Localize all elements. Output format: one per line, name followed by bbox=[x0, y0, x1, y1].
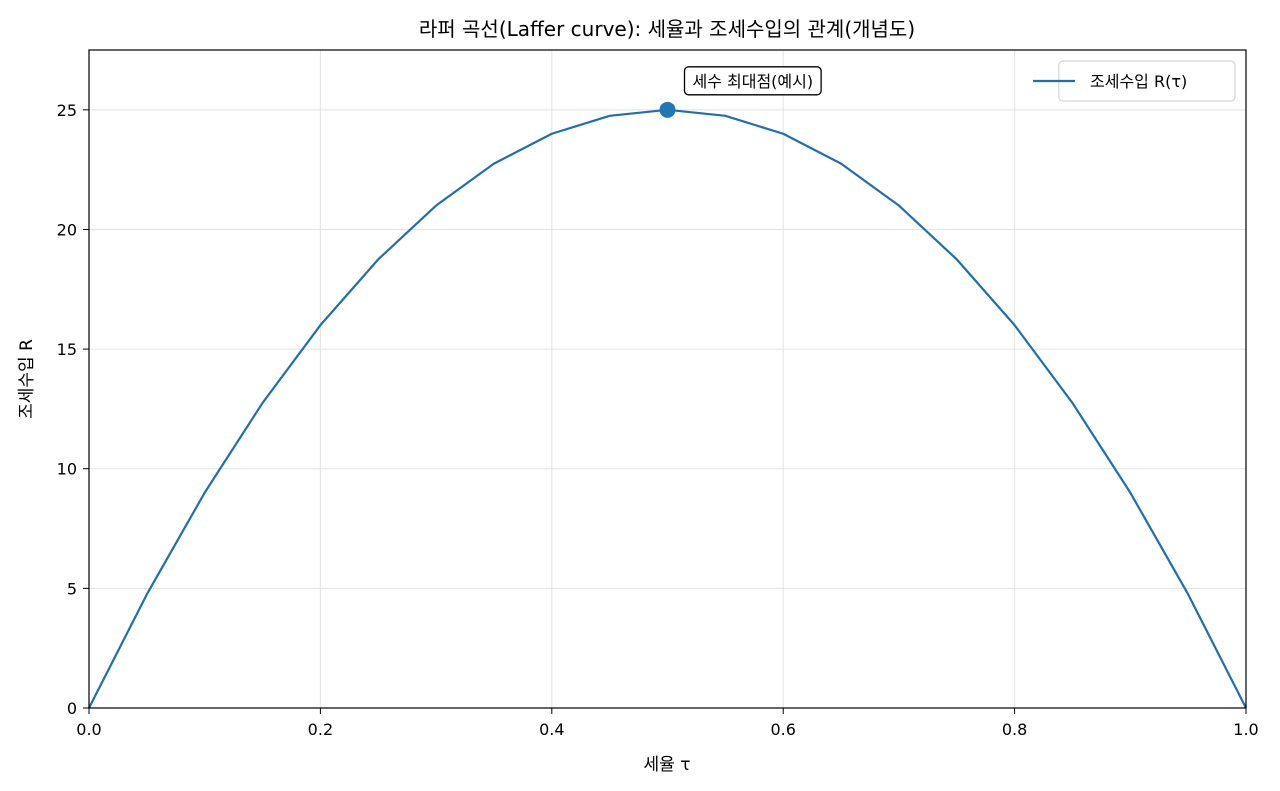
x-tick-label: 0.4 bbox=[539, 720, 564, 739]
annotation-box bbox=[683, 66, 822, 96]
legend-label: 조세수입 R(τ) bbox=[1090, 72, 1187, 91]
y-tick-label: 0 bbox=[67, 699, 77, 718]
y-tick-label: 5 bbox=[67, 579, 77, 598]
y-tick-label: 15 bbox=[57, 340, 77, 359]
y-axis-label: 조세수입 R bbox=[17, 339, 37, 419]
annotation-layer: 세수 최대점(예시) bbox=[659, 66, 822, 118]
x-tick-label: 0.0 bbox=[76, 720, 101, 739]
x-tick-label: 1.0 bbox=[1233, 720, 1258, 739]
chart-title: 라퍼 곡선(Laffer curve): 세율과 조세수입의 관계(개념도) bbox=[419, 17, 915, 41]
annotation-text: 세수 최대점(예시) bbox=[693, 72, 814, 91]
y-axis-ticks: 0 5 10 15 20 25 bbox=[57, 101, 89, 718]
max-point-marker bbox=[659, 101, 676, 118]
x-axis-ticks: 0.0 0.2 0.4 0.6 0.8 1.0 bbox=[76, 708, 1259, 739]
x-tick-label: 0.2 bbox=[308, 720, 333, 739]
x-tick-label: 0.8 bbox=[1002, 720, 1027, 739]
plot-area-frame bbox=[88, 49, 1247, 709]
x-tick-label: 0.6 bbox=[770, 720, 795, 739]
y-tick-label: 10 bbox=[57, 460, 77, 479]
legend: 조세수입 R(τ) bbox=[1033, 60, 1236, 102]
y-tick-label: 20 bbox=[57, 220, 77, 239]
y-tick-label: 25 bbox=[57, 101, 77, 120]
x-axis-label: 세율 τ bbox=[644, 755, 691, 775]
